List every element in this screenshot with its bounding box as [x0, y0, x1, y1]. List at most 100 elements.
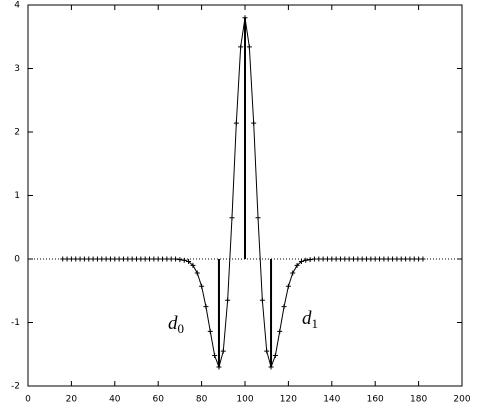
- data-point: [403, 256, 409, 262]
- x-tick-label: 80: [196, 395, 208, 405]
- x-tick-label: 100: [236, 395, 253, 405]
- annotation-subscript: 0: [178, 321, 185, 336]
- data-point: [177, 257, 183, 263]
- data-point: [342, 256, 348, 262]
- data-point: [134, 256, 139, 262]
- data-point: [390, 256, 396, 262]
- data-point: [411, 256, 417, 262]
- data-point: [68, 256, 74, 262]
- data-point: [116, 256, 122, 262]
- data-point: [190, 262, 196, 268]
- data-point: [107, 256, 113, 262]
- data-point: [333, 256, 339, 262]
- annotation: d1: [302, 308, 318, 331]
- data-point: [207, 328, 213, 334]
- data-point: [377, 256, 383, 262]
- data-point: [142, 256, 148, 262]
- annotation-label: d: [302, 308, 312, 329]
- data-point: [64, 256, 70, 262]
- data-point: [285, 283, 291, 289]
- x-tick-label: 180: [410, 395, 427, 405]
- data-point: [355, 256, 361, 262]
- data-point: [246, 44, 252, 50]
- y-tick-label: 1: [14, 191, 20, 201]
- data-point: [233, 120, 239, 126]
- data-point: [364, 256, 370, 262]
- y-tick-label: 4: [14, 1, 20, 11]
- data-point: [155, 256, 161, 262]
- data-point: [238, 44, 244, 50]
- data-point: [94, 256, 100, 262]
- data-point: [294, 262, 300, 268]
- data-point: [160, 256, 166, 262]
- data-point: [416, 256, 422, 262]
- data-point: [90, 256, 96, 262]
- data-point: [120, 256, 126, 262]
- data-point: [181, 257, 187, 263]
- data-point: [290, 270, 296, 276]
- data-point: [73, 256, 79, 262]
- data-point: [359, 256, 365, 262]
- x-tick-label: 0: [25, 395, 31, 405]
- data-point: [186, 259, 192, 265]
- data-point: [86, 256, 92, 262]
- data-point: [320, 256, 326, 262]
- annotation: d0: [168, 313, 184, 336]
- y-tick-label: 3: [14, 64, 20, 74]
- data-point: [351, 256, 356, 262]
- y-tick-label: 2: [14, 128, 20, 138]
- data-point: [60, 256, 66, 262]
- data-point: [372, 256, 378, 262]
- data-point: [311, 256, 317, 262]
- data-line: [62, 17, 423, 369]
- data-point: [138, 256, 144, 262]
- data-point: [324, 256, 330, 262]
- x-tick-label: 200: [453, 395, 470, 405]
- data-point: [147, 256, 153, 262]
- data-point: [298, 259, 304, 265]
- data-point: [251, 120, 257, 126]
- y-tick-label: 0: [14, 255, 20, 265]
- data-point: [194, 270, 200, 276]
- data-point: [259, 297, 265, 303]
- y-tick-label: -1: [11, 318, 20, 328]
- data-point: [272, 353, 278, 359]
- data-point: [199, 283, 205, 289]
- x-tick-label: 160: [367, 395, 384, 405]
- annotation-label: d: [168, 313, 178, 334]
- data-point: [99, 256, 105, 262]
- data-point: [164, 256, 170, 262]
- data-point: [281, 304, 287, 310]
- data-point: [420, 256, 426, 262]
- data-point: [77, 256, 83, 262]
- data-point: [225, 297, 231, 303]
- data-point: [129, 256, 135, 262]
- data-point: [255, 215, 261, 221]
- x-tick-label: 140: [323, 395, 340, 405]
- data-point: [303, 257, 309, 263]
- data-point: [151, 256, 157, 262]
- annotation-subscript: 1: [312, 316, 319, 331]
- x-tick-label: 60: [152, 395, 164, 405]
- x-tick-label: 40: [109, 395, 121, 405]
- data-point: [220, 348, 226, 354]
- data-point: [329, 256, 335, 262]
- data-point: [385, 256, 391, 262]
- data-point: [203, 304, 209, 310]
- data-point: [277, 328, 283, 334]
- y-tick-label: -2: [11, 382, 20, 392]
- data-point: [125, 256, 131, 262]
- data-point: [307, 257, 313, 263]
- data-point: [398, 256, 404, 262]
- x-tick-label: 120: [280, 395, 297, 405]
- data-point: [229, 215, 235, 221]
- data-point: [81, 256, 87, 262]
- data-point: [337, 256, 343, 262]
- x-tick-label: 20: [66, 395, 78, 405]
- data-point: [346, 256, 352, 262]
- data-point: [173, 256, 179, 262]
- data-point: [368, 256, 374, 262]
- data-point: [316, 256, 322, 262]
- data-point: [103, 256, 109, 262]
